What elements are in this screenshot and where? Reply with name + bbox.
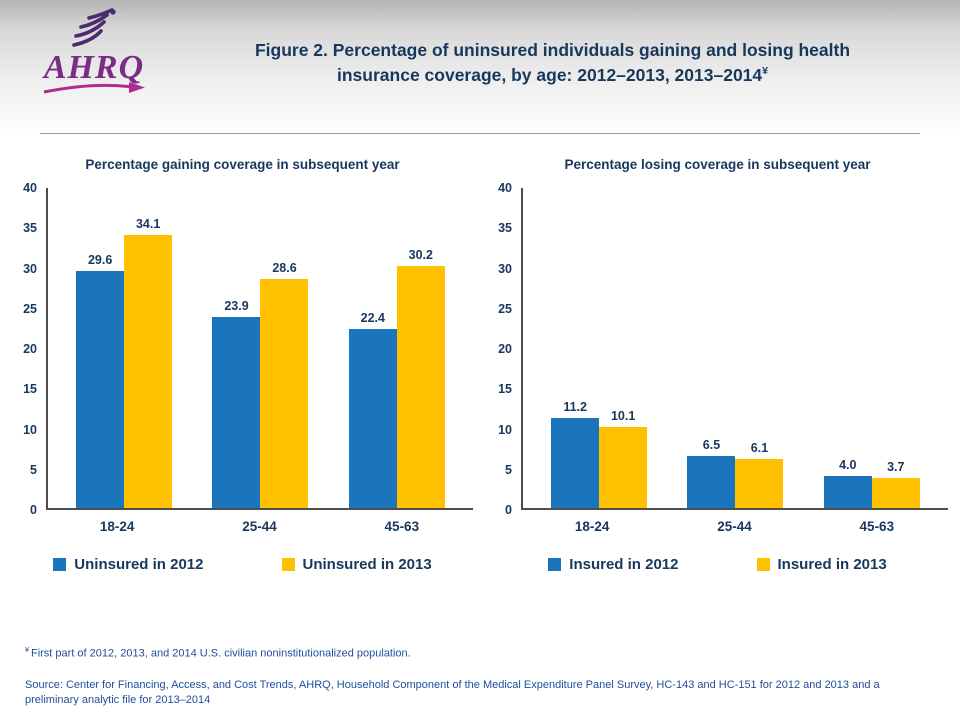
value-label: 6.1 — [750, 441, 769, 456]
bar — [212, 316, 261, 508]
bar-column: 34.1 — [124, 188, 173, 508]
bar — [735, 459, 784, 508]
bar-column: 10.1 — [599, 188, 648, 508]
bar-group: 22.4 30.2 — [329, 188, 465, 508]
bar-column: 11.2 — [551, 188, 600, 508]
legend-label: Insured in 2012 — [569, 556, 679, 573]
x-category-label: 18-24 — [99, 519, 135, 534]
bar — [871, 478, 920, 508]
x-category-label: 25-44 — [717, 519, 752, 534]
plot-wrap: 40 35 30 25 20 15 10 5 0 11.2 10.1 6.5 6.1 4.0 3.7 18… — [487, 181, 948, 534]
legend-label: Uninsured in 2013 — [302, 556, 432, 573]
header-divider — [40, 133, 920, 134]
legend-label: Uninsured in 2012 — [74, 556, 204, 573]
bar-group: 23.9 28.6 — [192, 188, 328, 508]
x-axis-labels: 18-24 25-44 45-63 — [521, 519, 948, 534]
bar — [260, 279, 309, 508]
bar-group: 11.2 10.1 — [531, 188, 667, 508]
bar-column: 3.7 — [871, 188, 920, 508]
legend-item: Uninsured in 2013 — [281, 556, 432, 573]
bar-group: 6.5 6.1 — [667, 188, 803, 508]
ahrq-logo: AHRQ — [34, 5, 154, 95]
legend-item: Uninsured in 2012 — [53, 556, 204, 573]
bar-column: 28.6 — [260, 188, 309, 508]
bar-group: 4.0 3.7 — [804, 188, 940, 508]
legend-swatch — [53, 558, 67, 571]
hhs-eagle-icon — [72, 8, 116, 47]
bar — [823, 476, 872, 508]
figure-title-line1: Figure 2. Percentage of uninsured indivi… — [254, 40, 851, 60]
figure-title: Figure 2. Percentage of uninsured indivi… — [170, 38, 935, 89]
bar-column: 6.5 — [687, 188, 736, 508]
legend-swatch — [548, 558, 562, 571]
legend-swatch — [281, 558, 295, 571]
figure-title-line2: insurance coverage, by age: 2012–2013, 2… — [337, 65, 763, 86]
bar-column: 29.6 — [76, 188, 125, 508]
footnote: ¥ First part of 2012, 2013, and 2014 U.S.… — [25, 646, 920, 660]
x-category-label: 45-63 — [384, 519, 420, 534]
bar-column: 30.2 — [396, 188, 445, 508]
bar-column: 23.9 — [212, 188, 261, 508]
value-label: 6.5 — [702, 438, 721, 452]
losing-coverage-bar-chart: Percentage losing coverage in subsequent… — [487, 157, 948, 573]
gaining-coverage-bar-chart: Percentage gaining coverage in subsequen… — [12, 157, 473, 573]
plot-column: 29.6 34.1 23.9 28.6 22.4 30.2 18-24 25-44 45-63 — [46, 188, 473, 534]
figure-title-footnote-mark: ¥ — [762, 65, 768, 78]
value-label: 23.9 — [224, 298, 249, 313]
plot-area: 29.6 34.1 23.9 28.6 22.4 30.2 — [46, 188, 473, 510]
plot-column: 11.2 10.1 6.5 6.1 4.0 3.7 18-24 25-44 45-63 — [521, 188, 948, 534]
value-label: 3.7 — [887, 460, 905, 475]
bar-column: 4.0 — [823, 188, 872, 508]
bar — [396, 266, 445, 508]
value-label: 28.6 — [272, 261, 297, 276]
legend-swatch — [756, 558, 770, 571]
bar-group: 29.6 34.1 — [56, 188, 192, 508]
x-axis-labels: 18-24 25-44 45-63 — [46, 519, 473, 534]
bar — [124, 235, 173, 508]
plot-area: 11.2 10.1 6.5 6.1 4.0 3.7 — [521, 188, 948, 510]
value-label: 29.6 — [87, 253, 113, 268]
bar — [599, 427, 648, 508]
bar — [76, 271, 125, 508]
y-axis: 40 35 30 25 20 15 10 5 0 — [498, 181, 512, 517]
value-label: 34.1 — [135, 217, 161, 232]
bar-column: 6.1 — [735, 188, 784, 508]
value-label: 10.1 — [610, 409, 636, 424]
y-axis: 40 35 30 25 20 15 10 5 0 — [23, 181, 37, 517]
x-category-label: 18-24 — [574, 519, 610, 534]
legend: Insured in 2012 Insured in 2013 — [487, 556, 948, 573]
value-label: 30.2 — [408, 248, 433, 263]
chart-title: Percentage losing coverage in subsequent… — [564, 157, 871, 172]
value-label: 22.4 — [360, 310, 385, 325]
ahrq-wordmark: AHRQ — [43, 49, 145, 86]
bar — [348, 328, 397, 508]
source-note: Source: Center for Financing, Access, an… — [25, 679, 880, 706]
legend-item: Insured in 2012 — [548, 556, 679, 573]
charts-row: Percentage gaining coverage in subsequen… — [12, 157, 948, 573]
bar — [551, 418, 600, 508]
header-band: AHRQ Figure 2. Percentage of uninsured i… — [0, 0, 960, 133]
footnote-text: First part of 2012, 2013, and 2014 U.S. … — [30, 647, 411, 660]
footnote-symbol: ¥ — [25, 646, 29, 654]
plot-wrap: 40 35 30 25 20 15 10 5 0 29.6 34.1 23.9 28.6 22.4 30.… — [12, 181, 473, 534]
value-label: 11.2 — [563, 400, 587, 415]
x-category-label: 45-63 — [859, 519, 895, 534]
bar-column: 22.4 — [348, 188, 397, 508]
ahrq-arrow-icon — [43, 82, 145, 94]
legend: Uninsured in 2012 Uninsured in 2013 — [12, 556, 473, 573]
value-label: 4.0 — [839, 458, 857, 472]
x-category-label: 25-44 — [242, 519, 277, 534]
legend-item: Insured in 2013 — [756, 556, 887, 573]
legend-label: Insured in 2013 — [777, 556, 887, 573]
bar — [687, 456, 736, 508]
chart-title: Percentage gaining coverage in subsequen… — [85, 157, 400, 172]
